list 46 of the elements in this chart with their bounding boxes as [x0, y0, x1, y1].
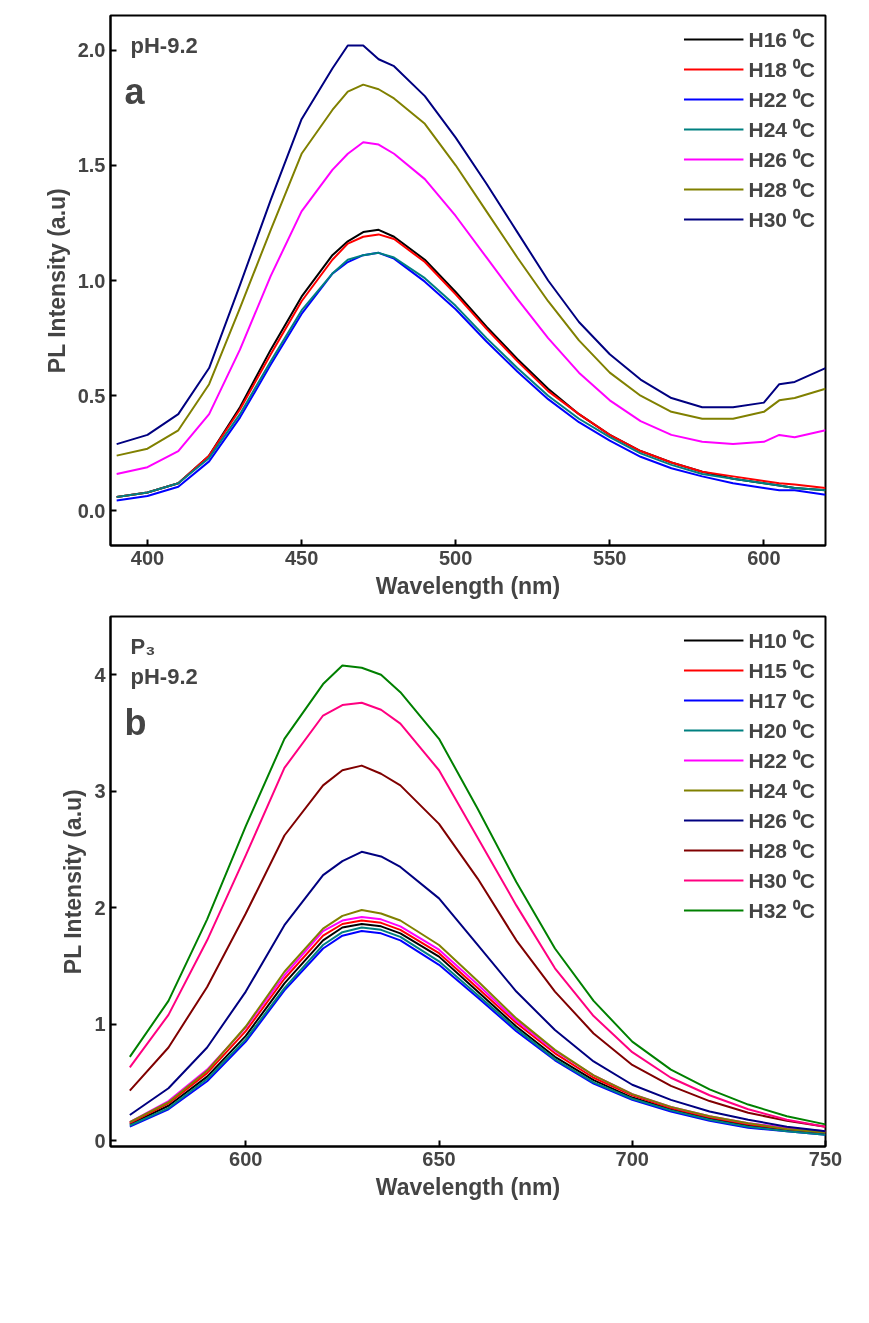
x-axis-title: Wavelength (nm) — [375, 572, 561, 599]
x-tick-label: 500 — [438, 546, 473, 569]
x-axis-title: Wavelength (nm) — [375, 1173, 561, 1200]
legend-label: H22 ⁰C — [748, 748, 815, 774]
legend-label: H17 ⁰C — [748, 688, 815, 714]
x-tick-label: 550 — [593, 546, 627, 569]
y-tick-label: 0 — [94, 1129, 106, 1152]
y-tick-label: 1.5 — [77, 154, 106, 177]
legend-label: H18 ⁰C — [748, 57, 815, 83]
y-axis-title: PL Intensity (a.u) — [60, 789, 87, 975]
legend-label: H16 ⁰C — [748, 27, 815, 53]
x-tick-label: 600 — [747, 546, 781, 569]
y-axis-title: PL Intensity (a.u) — [43, 188, 70, 374]
legend-label: H24 ⁰C — [748, 778, 815, 804]
legend-label: H30 ⁰C — [748, 868, 815, 894]
legend-label: H20 ⁰C — [748, 718, 815, 744]
x-tick-label: 600 — [229, 1147, 263, 1170]
x-tick-label: 450 — [284, 546, 319, 569]
x-tick-label: 400 — [130, 546, 165, 569]
legend-label: H10 ⁰C — [748, 628, 815, 654]
legend-label: H30 ⁰C — [748, 207, 815, 233]
y-tick-label: 0.0 — [77, 499, 106, 522]
y-tick-label: 1.0 — [77, 269, 106, 292]
legend-label: H22 ⁰C — [748, 87, 815, 113]
legend-label: H32 ⁰C — [748, 898, 815, 924]
y-tick-label: 1 — [94, 1013, 106, 1036]
legend-label: H28 ⁰C — [748, 177, 815, 203]
y-tick-label: 2 — [94, 896, 106, 919]
x-tick-label: 700 — [615, 1147, 649, 1170]
x-tick-label: 650 — [422, 1147, 456, 1170]
y-tick-label: 2.0 — [77, 39, 106, 62]
annotation: pH-9.2 — [130, 663, 198, 689]
line-series — [115, 141, 826, 476]
legend-label: H26 ⁰C — [748, 147, 815, 173]
legend-label: H28 ⁰C — [748, 838, 815, 864]
legend-label: H15 ⁰C — [748, 658, 815, 684]
legend-label: H24 ⁰C — [748, 117, 815, 143]
legend-label: H26 ⁰C — [748, 808, 815, 834]
y-tick-label: 0.5 — [77, 384, 106, 407]
annotation: b — [124, 701, 147, 743]
y-tick-label: 3 — [94, 780, 106, 803]
annotation: P₃ — [130, 633, 156, 659]
y-tick-label: 4 — [94, 663, 107, 686]
annotation: a — [124, 70, 146, 112]
x-tick-label: 750 — [808, 1147, 843, 1170]
annotation: pH-9.2 — [130, 32, 198, 58]
